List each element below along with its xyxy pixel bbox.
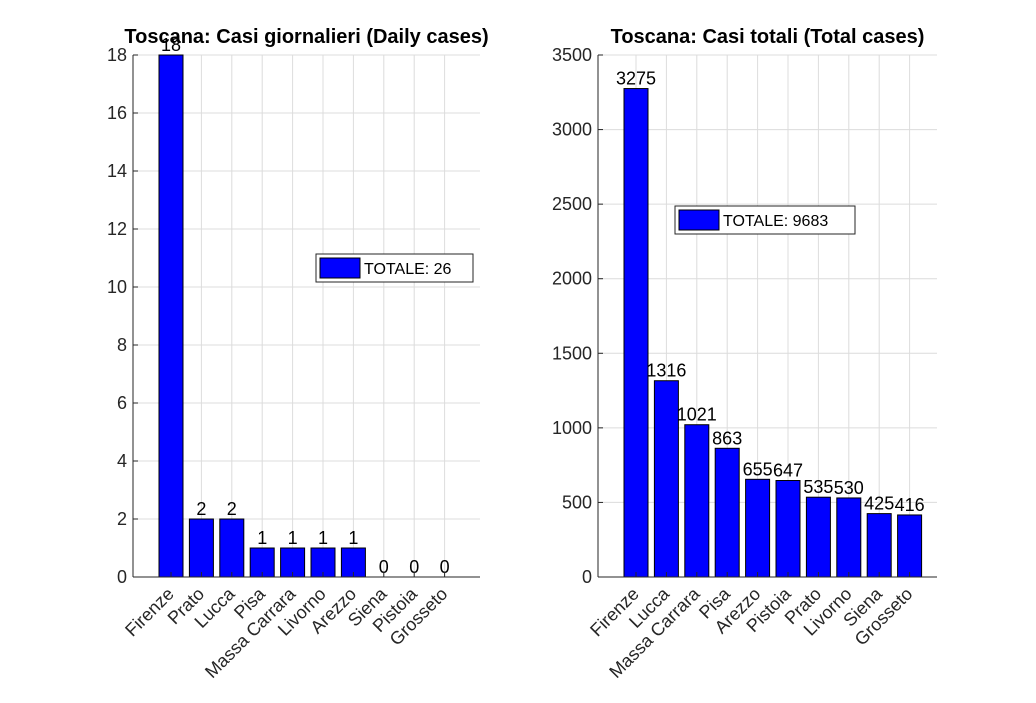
total-bar-prato — [805, 496, 831, 578]
data-label: 863 — [712, 428, 742, 448]
y-tick-label: 14 — [107, 161, 127, 181]
y-tick-label: 1500 — [552, 343, 592, 363]
data-label: 1 — [257, 528, 267, 548]
legend-swatch — [678, 209, 720, 231]
data-label: 18 — [161, 35, 181, 55]
daily-bar-prato — [188, 518, 214, 578]
legend-label: TOTALE: 9683 — [723, 213, 828, 230]
y-tick-label: 0 — [117, 567, 127, 587]
y-tick-label: 6 — [117, 393, 127, 413]
data-label: 647 — [773, 461, 803, 481]
data-label: 2 — [227, 499, 237, 519]
data-label: 0 — [440, 557, 450, 577]
total-bar-massa-carrara — [684, 424, 710, 578]
total-bar-firenze — [623, 88, 649, 578]
y-tick-label: 10 — [107, 277, 127, 297]
data-label: 2 — [196, 499, 206, 519]
daily-bar-livorno — [310, 547, 336, 578]
daily-bar-firenze — [158, 54, 184, 578]
data-label: 416 — [895, 495, 925, 515]
data-label: 0 — [409, 557, 419, 577]
data-label: 1 — [348, 528, 358, 548]
total-bar-pistoia — [775, 480, 801, 578]
total-bar-livorno — [836, 497, 862, 578]
total-bar-arezzo — [745, 478, 771, 578]
legend-label: TOTALE: 26 — [364, 261, 452, 278]
total-bar-grosseto — [897, 514, 923, 578]
data-label: 425 — [864, 494, 894, 514]
data-label: 655 — [743, 459, 773, 479]
y-tick-label: 2000 — [552, 269, 592, 289]
total-bar-lucca — [653, 380, 679, 578]
y-tick-label: 1000 — [552, 418, 592, 438]
y-tick-label: 3500 — [552, 45, 592, 65]
daily-bar-arezzo — [340, 547, 366, 578]
total-bar-pisa — [714, 447, 740, 578]
y-tick-label: 8 — [117, 335, 127, 355]
data-label: 1 — [318, 528, 328, 548]
data-label: 1 — [288, 528, 298, 548]
y-tick-label: 500 — [562, 492, 592, 512]
y-tick-label: 2 — [117, 509, 127, 529]
y-tick-label: 0 — [582, 567, 592, 587]
data-label: 1021 — [677, 405, 717, 425]
data-label: 3275 — [616, 69, 656, 89]
data-label: 0 — [379, 557, 389, 577]
y-tick-label: 16 — [107, 103, 127, 123]
y-tick-label: 18 — [107, 45, 127, 65]
y-tick-label: 4 — [117, 451, 127, 471]
legend-swatch — [319, 257, 361, 279]
data-label: 530 — [834, 478, 864, 498]
y-tick-label: 3000 — [552, 120, 592, 140]
data-label: 535 — [803, 477, 833, 497]
daily-bar-lucca — [219, 518, 245, 578]
y-tick-label: 2500 — [552, 194, 592, 214]
data-label: 1316 — [646, 361, 686, 381]
chart-title: Toscana: Casi giornalieri (Daily cases) — [124, 26, 488, 48]
y-tick-label: 12 — [107, 219, 127, 239]
total-cases-chart: 05001000150020002500300035003275Firenze1… — [552, 26, 937, 682]
total-bar-siena — [866, 513, 892, 578]
chart-title: Toscana: Casi totali (Total cases) — [611, 26, 925, 48]
